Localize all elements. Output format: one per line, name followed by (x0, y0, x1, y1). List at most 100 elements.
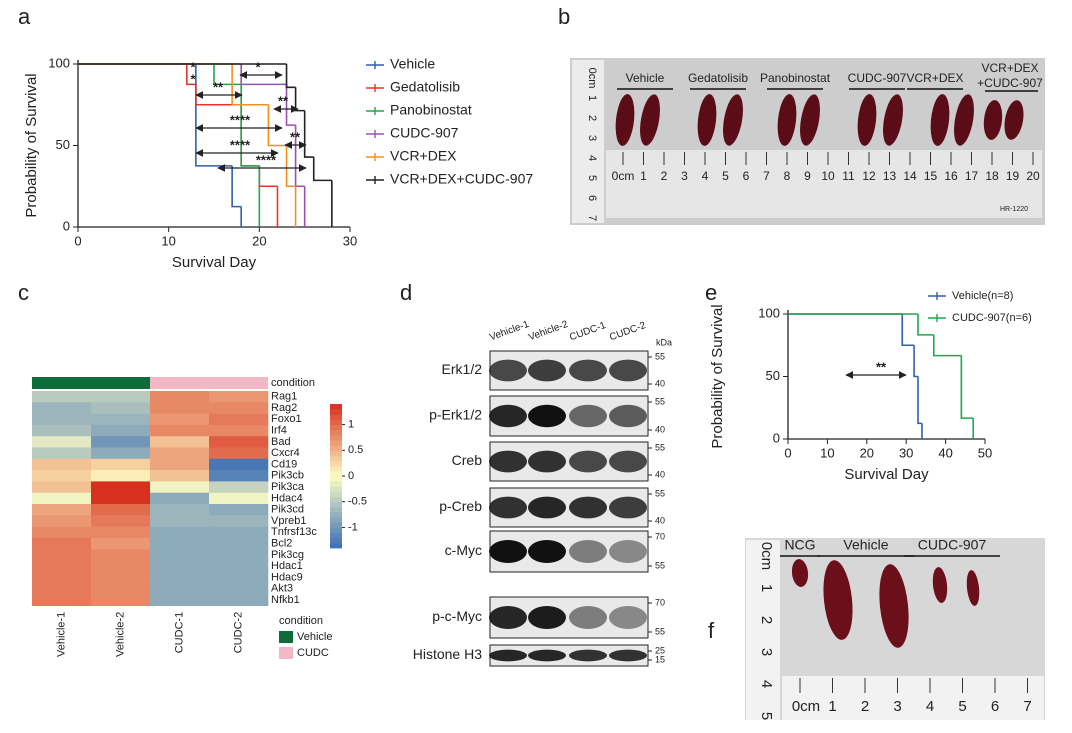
heatmap-cell (150, 402, 210, 414)
condition-bar (150, 377, 209, 389)
spleen (879, 564, 909, 648)
blot-band (569, 450, 607, 473)
blot-band (609, 606, 647, 629)
marker-label: 55 (655, 488, 665, 498)
blot-band (609, 359, 647, 382)
heatmap-cell (150, 537, 210, 550)
colorbar-segment (330, 460, 342, 467)
row-label: Tnfrsf13c (271, 526, 317, 538)
blot-band (489, 404, 527, 428)
significance-label: **** (230, 137, 251, 152)
group-label: Gedatolisib (688, 71, 748, 85)
colorbar-segment (330, 429, 342, 436)
lane-label: Vehicle-2 (527, 319, 570, 344)
heatmap-cell (209, 594, 269, 606)
ruler-label: 3 (586, 135, 598, 141)
colorbar-segment (330, 542, 342, 549)
x-axis-label: Survival Day (844, 466, 929, 483)
ruler-label: 1 (586, 95, 598, 101)
legend-label: Vehicle (390, 56, 435, 72)
colorbar-segment (330, 506, 342, 513)
heatmap-cell (91, 571, 151, 584)
row-label: Pik3cg (271, 549, 304, 561)
significance-label: * (190, 71, 196, 86)
row-label: Pik3cd (271, 504, 304, 516)
ruler-label: 20 (1026, 169, 1040, 183)
survival-step (285, 64, 296, 89)
row-label: Foxo1 (271, 413, 302, 425)
row-label: Akt3 (271, 583, 293, 595)
heatmap-cell (150, 583, 210, 595)
marker-label: 25 (655, 645, 665, 655)
colorbar-segment (330, 486, 342, 492)
ruler-label: 3 (681, 169, 688, 183)
legend-label: CUDC-907(n=6) (952, 312, 1032, 324)
x-axis-label: Survival Day (172, 254, 257, 271)
blot-band (609, 540, 647, 563)
panel-label: e (705, 280, 717, 305)
condition-bar (32, 377, 91, 389)
ruler-label: 7 (1023, 698, 1031, 715)
condition-bar (91, 377, 150, 389)
survival-step (294, 87, 305, 112)
panel-label: a (18, 4, 31, 29)
heatmap-cell (32, 436, 92, 448)
ruler-label: 0cm (758, 542, 775, 570)
heatmap-cell (209, 447, 269, 460)
marker-label: 40 (655, 469, 665, 479)
heatmap-cell (209, 560, 269, 573)
lane-label: CUDC-1 (568, 320, 608, 343)
heatmap-cell (91, 492, 151, 505)
ruler-label: 11 (842, 169, 855, 183)
heatmap-cell (32, 515, 92, 527)
colorbar-segment (330, 440, 342, 446)
heatmap-cell (209, 526, 269, 539)
row-label: Erk1/2 (442, 361, 483, 377)
column-label: CUDC-2 (232, 612, 244, 654)
blot-band (489, 649, 527, 662)
column-label: Vehicle-2 (114, 612, 126, 657)
spleen (723, 94, 743, 146)
colorbar-segment (330, 419, 342, 425)
ruler-label: 2 (861, 698, 869, 715)
blot-band (569, 359, 607, 382)
heatmap-cell (91, 549, 151, 561)
blot-band (569, 404, 607, 428)
heatmap-cell (32, 470, 92, 482)
row-label: Hdac1 (271, 560, 303, 572)
heatmap-cell (150, 571, 210, 584)
ruler-label: 19 (1006, 169, 1020, 183)
group-label: +CUDC-907 (977, 76, 1043, 90)
blot-band (569, 540, 607, 563)
colorbar-segment (330, 527, 342, 533)
significance-label: ** (876, 359, 887, 374)
significance-label: ** (278, 93, 289, 108)
survival-step (231, 64, 269, 106)
row-label: Creb (452, 452, 483, 468)
ruler-label: 6 (991, 698, 999, 715)
heatmap-cell (150, 424, 210, 437)
x-tick-label: 10 (161, 233, 175, 248)
colorbar-segment (330, 491, 342, 497)
ruler-label: 2 (586, 115, 598, 121)
heatmap-cell (150, 413, 210, 426)
ruler-label: 4 (586, 155, 598, 161)
ruler-label: 16 (944, 169, 958, 183)
spleen (640, 94, 660, 146)
marker-label: 70 (655, 597, 665, 607)
ruler-label: 14 (903, 169, 917, 183)
heatmap-cell (91, 526, 151, 539)
column-label: CUDC-1 (173, 612, 185, 654)
spleen (697, 94, 717, 146)
ruler-label: 1 (640, 169, 647, 183)
row-label: Rag1 (271, 391, 297, 403)
unit-label: kDa (656, 337, 672, 347)
x-tick-label: 30 (343, 233, 357, 248)
x-tick-label: 0 (784, 445, 791, 460)
ruler-label: 7 (586, 215, 598, 221)
marker-label: 55 (655, 442, 665, 452)
ruler-label: 4 (926, 698, 934, 715)
colorbar-segment (330, 512, 342, 518)
significance-label: * (190, 59, 196, 74)
blot-band (528, 404, 566, 428)
